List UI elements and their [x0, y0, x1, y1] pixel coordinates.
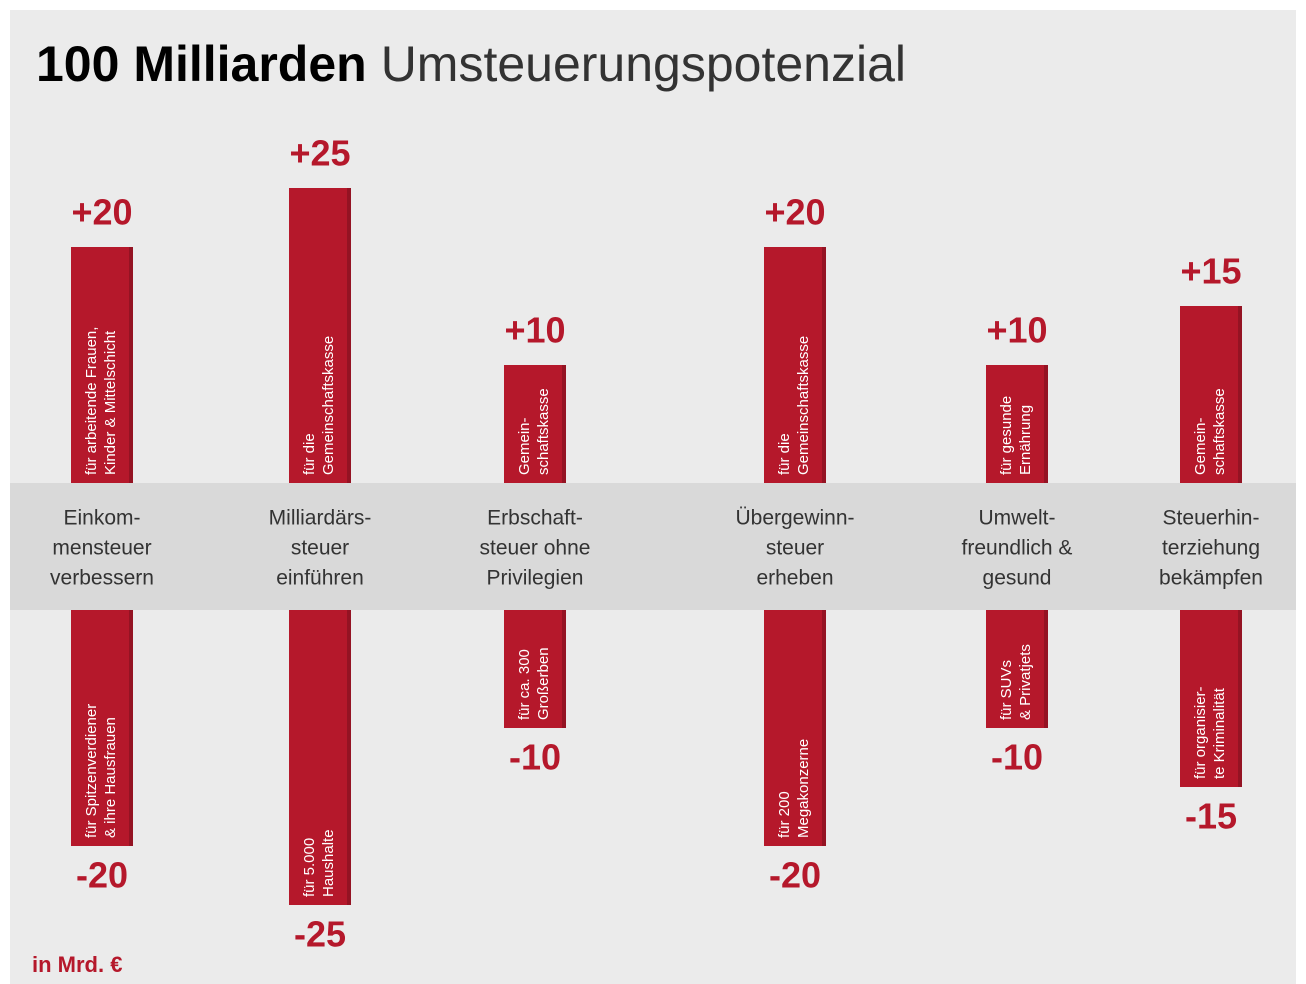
value-label: -10 — [509, 737, 561, 778]
bar-text: für Spitzenverdiener — [83, 704, 100, 838]
value-label: -25 — [294, 914, 346, 955]
category-band — [10, 483, 1296, 610]
bar-text: Megakonzerne — [795, 739, 812, 838]
category-label: steuer — [766, 537, 824, 560]
unit-note: in Mrd. € — [32, 952, 122, 977]
bar-text: für gesunde — [998, 396, 1015, 475]
category-label: Milliardärs- — [269, 507, 372, 530]
category-label: Privilegien — [487, 567, 584, 590]
category-label: mensteuer — [52, 537, 151, 560]
bar-text: für arbeitende Frauen, — [83, 327, 100, 475]
category-label: einführen — [276, 567, 364, 590]
bar-text: Kinder & Mittelschicht — [102, 330, 119, 475]
bar-shade — [1238, 306, 1242, 483]
bar-text: für die — [776, 433, 793, 475]
category-label: Einkom- — [63, 507, 140, 530]
category-label: gesund — [983, 567, 1052, 590]
bar-shade — [1238, 610, 1242, 787]
bar-text: für die — [301, 433, 318, 475]
category-label: erheben — [756, 567, 833, 590]
bar-shade — [129, 610, 133, 846]
bar-text: Gemein- — [1192, 417, 1209, 475]
bar-shade — [1044, 365, 1048, 483]
bar-text: Haushalte — [320, 829, 337, 897]
bar-shade — [347, 610, 351, 905]
value-label: +10 — [504, 310, 565, 351]
value-label: +20 — [764, 192, 825, 233]
bar-shade — [1044, 610, 1048, 728]
category-label: verbessern — [50, 567, 154, 590]
value-label: +15 — [1180, 251, 1241, 292]
bar-text: te Kriminalität — [1211, 687, 1228, 779]
value-label: +25 — [289, 133, 350, 174]
bar-shade — [562, 610, 566, 728]
category-label: bekämpfen — [1159, 567, 1263, 590]
bar-shade — [347, 188, 351, 483]
value-label: +20 — [71, 192, 132, 233]
value-label: -20 — [769, 855, 821, 896]
bar-text: für SUVs — [998, 660, 1015, 720]
bar-text: schaftskasse — [535, 388, 552, 475]
value-label: -10 — [991, 737, 1043, 778]
bar-shade — [822, 610, 826, 846]
bar-text: für ca. 300 — [516, 649, 533, 720]
category-label: Erbschaft- — [487, 507, 583, 530]
title-rest: Umsteuerungspotenzial — [381, 36, 906, 92]
category-label: freundlich & — [962, 537, 1073, 560]
category-label: Steuerhin- — [1163, 507, 1260, 530]
bar-text: Gemeinschaftskasse — [320, 336, 337, 475]
bar-text: Ernährung — [1017, 405, 1034, 475]
category-label: Umwelt- — [979, 507, 1056, 530]
bar-shade — [129, 247, 133, 483]
bar-text: für organisier- — [1192, 686, 1209, 779]
value-label: -20 — [76, 855, 128, 896]
bar-text: schaftskasse — [1211, 388, 1228, 475]
bar-shade — [822, 247, 826, 483]
value-label: -15 — [1185, 796, 1237, 837]
bar-text: Großerben — [535, 647, 552, 720]
category-label: steuer — [291, 537, 349, 560]
bar-shade — [562, 365, 566, 483]
category-label: steuer ohne — [480, 537, 591, 560]
bar-text: für 5.000 — [301, 838, 318, 897]
category-label: terziehung — [1162, 537, 1260, 560]
chart: 100 MilliardenUmsteuerungspotenzial in M… — [0, 0, 1306, 984]
bar-text: für 200 — [776, 791, 793, 838]
title-bold: 100 Milliarden — [36, 36, 367, 92]
bar-text: & Privatjets — [1017, 644, 1034, 720]
bar-text: Gemeinschaftskasse — [795, 336, 812, 475]
bar-text: & ihre Hausfrauen — [102, 717, 119, 838]
category-label: Übergewinn- — [735, 507, 854, 530]
value-label: +10 — [986, 310, 1047, 351]
bar-text: Gemein- — [516, 417, 533, 475]
